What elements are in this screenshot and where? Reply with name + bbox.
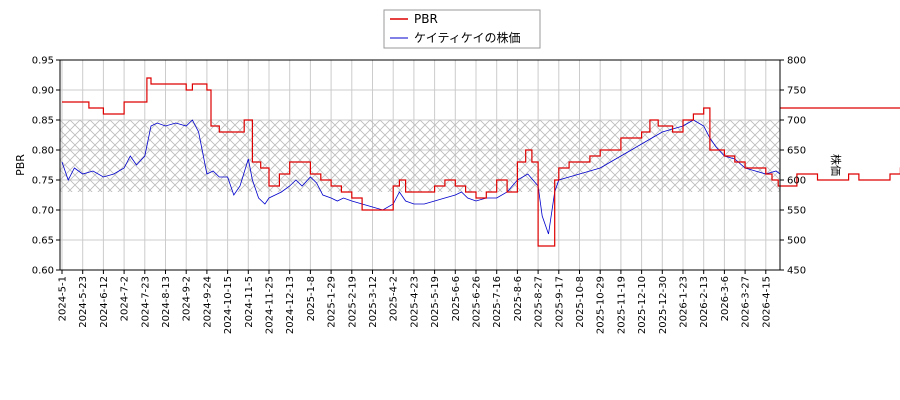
legend: PBR ケイティケイの株価 — [383, 9, 541, 49]
legend-label-pbr: PBR — [414, 12, 438, 26]
x-tick-label: 2025-5-19 — [430, 276, 441, 328]
left-axis-label: PBR — [14, 154, 27, 176]
x-tick-label: 2024-9-2 — [182, 276, 193, 321]
x-tick-label: 2026-2-13 — [699, 276, 710, 328]
right-tick-label: 500 — [787, 236, 806, 247]
left-tick-label: 0.80 — [32, 146, 54, 157]
right-tick-label: 650 — [787, 146, 806, 157]
x-tick-label: 2026-4-15 — [761, 276, 772, 328]
x-tick-label: 2024-12-13 — [285, 276, 296, 334]
x-tick-label: 2025-9-17 — [554, 276, 565, 328]
left-tick-label: 0.75 — [32, 176, 54, 187]
x-tick-label: 2026-3-6 — [720, 276, 731, 321]
x-tick-label: 2024-10-15 — [223, 276, 234, 334]
left-tick-label: 0.60 — [32, 266, 54, 277]
x-tick-label: 2026-3-27 — [741, 276, 752, 328]
x-tick-label: 2025-12-10 — [637, 276, 648, 334]
x-tick-label: 2024-7-2 — [120, 276, 131, 321]
x-tick-label: 2025-1-29 — [327, 276, 338, 328]
right-tick-label: 800 — [787, 56, 806, 67]
x-tick-label: 2025-2-19 — [347, 276, 358, 328]
x-tick-label: 2025-4-23 — [409, 276, 420, 328]
x-tick-label: 2025-11-19 — [616, 276, 627, 334]
right-axis-ticks: 450 500 550 600 650 700 750 800 — [780, 56, 806, 277]
left-tick-label: 0.90 — [32, 86, 54, 97]
x-tick-label: 2024-8-13 — [161, 276, 172, 328]
x-tick-label: 2025-3-12 — [368, 276, 379, 328]
x-tick-label: 2025-10-29 — [596, 276, 607, 334]
legend-label-price: ケイティケイの株価 — [414, 30, 521, 45]
legend-box — [383, 9, 541, 49]
x-tick-label: 2024-5-1 — [58, 276, 69, 321]
x-tick-label: 2025-1-8 — [306, 276, 317, 321]
left-tick-label: 0.95 — [32, 56, 54, 67]
right-tick-label: 600 — [787, 176, 806, 187]
x-tick-label: 2024-5-23 — [78, 276, 89, 328]
right-axis-label: 株価 — [829, 154, 843, 176]
right-tick-label: 450 — [787, 266, 806, 277]
x-tick-label: 2025-6-6 — [451, 276, 462, 321]
right-tick-label: 750 — [787, 86, 806, 97]
x-axis-ticks: 2024-5-1 2024-5-23 2024-6-12 2024-7-2 2024-7… — [58, 270, 772, 334]
x-tick-label: 2024-9-24 — [202, 276, 213, 328]
x-tick-label: 2025-8-27 — [534, 276, 545, 328]
right-tick-label: 700 — [787, 116, 806, 127]
left-tick-label: 0.70 — [32, 206, 54, 217]
left-tick-label: 0.85 — [32, 116, 54, 127]
left-axis-ticks: 0.60 0.65 0.70 0.75 0.80 0.85 0.90 0.95 — [32, 56, 60, 277]
x-tick-label: 2025-6-26 — [472, 276, 483, 328]
right-tick-label: 550 — [787, 206, 806, 217]
reference-band — [60, 120, 780, 192]
x-tick-label: 2024-6-12 — [99, 276, 110, 328]
x-tick-label: 2025-12-30 — [658, 276, 669, 334]
x-tick-label: 2025-10-8 — [575, 276, 586, 328]
series-line-pbr — [62, 77, 900, 247]
x-tick-label: 2025-4-2 — [389, 276, 400, 321]
x-tick-label: 2024-11-25 — [265, 276, 276, 334]
x-tick-label: 2024-11-5 — [244, 276, 255, 328]
x-tick-label: 2026-1-23 — [679, 276, 690, 328]
left-tick-label: 0.65 — [32, 236, 54, 247]
plot-frame — [59, 59, 781, 271]
x-tick-label: 2025-8-6 — [513, 276, 524, 321]
x-tick-label: 2024-7-23 — [140, 276, 151, 328]
x-tick-label: 2025-7-16 — [492, 276, 503, 328]
